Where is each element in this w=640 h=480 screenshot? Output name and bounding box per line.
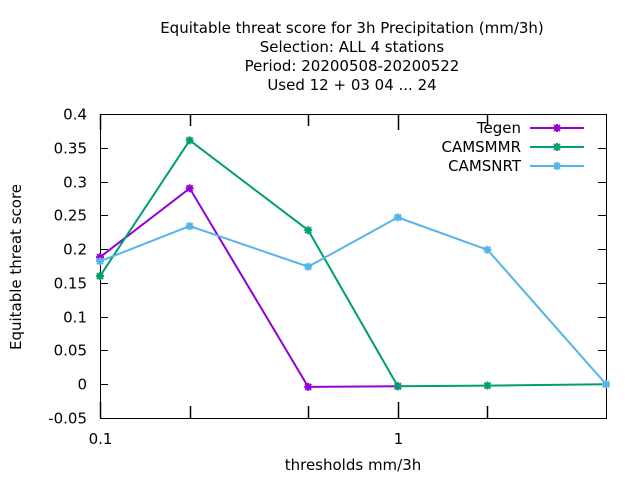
series-line xyxy=(99,186,398,388)
data-point xyxy=(304,226,313,235)
x-tick-label: 1 xyxy=(394,430,404,448)
data-point xyxy=(602,380,610,389)
data-point xyxy=(393,213,402,222)
series-camsmmr xyxy=(96,136,610,391)
legend-marker xyxy=(553,162,561,170)
series-camsnrt xyxy=(96,213,610,389)
data-point xyxy=(483,381,492,390)
data-point xyxy=(185,136,194,145)
data-point xyxy=(185,222,194,231)
title-line: Period: 20200508-20200522 xyxy=(245,57,460,75)
title-line: Equitable threat score for 3h Precipitat… xyxy=(160,19,544,37)
legend-label: Tegen xyxy=(476,119,521,137)
legend-marker xyxy=(553,124,561,132)
data-point xyxy=(185,184,194,193)
data-point xyxy=(96,272,104,281)
x-axis-label: thresholds mm/3h xyxy=(285,456,422,474)
data-point xyxy=(304,382,313,391)
data-point xyxy=(304,262,313,271)
series-line xyxy=(99,138,607,388)
y-axis: -0.05 0 0.05 0.1 0.15 0.2 0.25 0.3 0.35 0.4 xyxy=(48,106,606,428)
y-tick-label: 0.2 xyxy=(63,241,87,259)
y-tick-label: 0.1 xyxy=(63,309,87,327)
title-line: Used 12 + 03 04 ... 24 xyxy=(267,76,436,94)
legend-marker xyxy=(553,143,561,151)
y-tick-label: 0 xyxy=(77,376,87,394)
title-line: Selection: ALL 4 stations xyxy=(260,38,445,56)
data-point xyxy=(393,382,402,391)
y-tick-label: 0.15 xyxy=(54,275,87,293)
y-axis-label: Equitable threat score xyxy=(7,184,25,350)
x-axis: 0.1 1 xyxy=(89,114,489,448)
x-tick-label: 0.1 xyxy=(89,430,113,448)
y-tick-label: -0.05 xyxy=(48,410,87,428)
y-tick-label: 0.4 xyxy=(63,106,87,124)
chart-title: Equitable threat score for 3h Precipitat… xyxy=(160,19,544,94)
y-tick-label: 0.35 xyxy=(54,140,87,158)
legend-label: CAMSMMR xyxy=(441,138,521,156)
series-lines xyxy=(96,136,610,391)
y-tick-label: 0.05 xyxy=(54,342,87,360)
legend-label: CAMSNRT xyxy=(448,157,522,175)
series-tegen xyxy=(96,184,402,391)
plot-frame xyxy=(100,114,607,419)
data-point xyxy=(483,245,492,254)
y-tick-label: 0.3 xyxy=(63,174,87,192)
y-tick-label: 0.25 xyxy=(54,207,87,225)
data-point xyxy=(96,257,104,266)
series-line xyxy=(99,216,607,385)
